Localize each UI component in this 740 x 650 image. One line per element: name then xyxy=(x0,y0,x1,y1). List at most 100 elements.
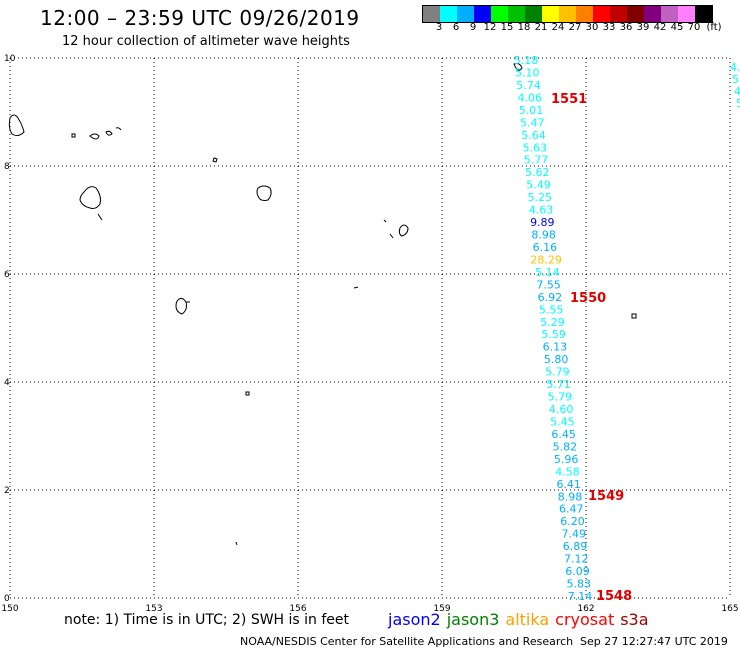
color-scale-label: 70 xyxy=(687,22,701,33)
island-outline xyxy=(79,186,103,221)
lat-tick-label: 10 xyxy=(4,54,16,64)
island-outline xyxy=(8,114,25,137)
lon-tick-label: 159 xyxy=(433,604,450,614)
color-scale-label: 39 xyxy=(636,22,650,33)
color-swatch xyxy=(474,6,491,22)
color-swatch xyxy=(559,6,576,22)
swh-value: 8.98 xyxy=(531,229,556,242)
swh-value: 8.98 xyxy=(558,490,583,503)
footer-note: note: 1) Time is in UTC; 2) SWH is in fe… xyxy=(64,612,350,628)
coastlines xyxy=(8,63,637,546)
color-swatch xyxy=(593,6,610,22)
swh-value: 6.16 xyxy=(533,241,558,254)
footer-credit: NOAA/NESDIS Center for Satellite Applica… xyxy=(240,635,574,648)
color-scale-label: 42 xyxy=(653,22,667,33)
pass-number: 1549 xyxy=(588,489,624,504)
map-title: 12:00 – 23:59 UTC 09/26/2019 xyxy=(40,6,360,30)
color-swatch xyxy=(695,6,712,22)
color-scale-label: 33 xyxy=(602,22,616,33)
color-scale-bar xyxy=(422,5,713,23)
swh-value: 6.92 xyxy=(538,291,563,304)
pass-number: 1551 xyxy=(551,92,587,107)
swh-value: 5.47 xyxy=(520,116,545,129)
color-swatch xyxy=(644,6,661,22)
axis-ticks: 150 153 156 159 162 165 0 2 4 6 8 10 xyxy=(1,54,738,614)
swh-value: 4.60 xyxy=(549,403,574,416)
color-scale-label: 6 xyxy=(452,22,460,33)
island-outline xyxy=(389,224,409,239)
lat-tick-label: 6 xyxy=(4,270,10,280)
color-scale-label: 24 xyxy=(551,22,565,33)
swh-value: 5.29 xyxy=(540,316,565,329)
swh-value: 4.58 xyxy=(555,465,580,478)
island-outline xyxy=(513,63,523,71)
legend-altika: altika xyxy=(505,610,550,629)
color-swatch xyxy=(508,6,525,22)
swh-value: 7.55 xyxy=(536,278,561,291)
lon-tick-label: 153 xyxy=(145,604,162,614)
map-subtitle: 12 hour collection of altimeter wave hei… xyxy=(62,34,350,49)
island-outline xyxy=(245,391,250,396)
legend-s3a: s3a xyxy=(620,610,649,629)
color-swatch xyxy=(491,6,508,22)
swh-value: 28.29 xyxy=(530,253,562,266)
color-scale-labels: 3 6 9 12 15 18 21 24 27 30 33 36 39 42 45 70 (ft) xyxy=(422,22,740,34)
color-scale-label: 36 xyxy=(619,22,633,33)
lon-tick-label: 150 xyxy=(1,604,18,614)
island-outline xyxy=(631,313,637,319)
swh-value: 5.18 xyxy=(514,54,539,67)
color-scale-label: 27 xyxy=(568,22,582,33)
swh-value: 5 xyxy=(732,73,739,86)
swh-value: 7.49 xyxy=(561,528,586,541)
color-scale-label: 12 xyxy=(483,22,497,33)
swh-value: 6.89 xyxy=(563,540,588,553)
color-scale-label: (ft) xyxy=(706,22,722,33)
swh-value: 5.77 xyxy=(524,154,549,167)
swh-value: 6.09 xyxy=(565,565,590,578)
color-scale-label: 9 xyxy=(469,22,477,33)
swh-value: 5.64 xyxy=(521,129,546,142)
swh-value: 5.74 xyxy=(516,79,541,92)
footer-date: Sep 27 12:27:47 UTC 2019 xyxy=(580,635,728,648)
swh-value: 5.80 xyxy=(544,353,569,366)
swh-value: 5.25 xyxy=(528,191,553,204)
color-swatch xyxy=(440,6,457,22)
island-outline xyxy=(235,541,238,546)
swh-value: 5.79 xyxy=(545,366,570,379)
swh-value: 5.79 xyxy=(548,391,573,404)
swh-value: 5.83 xyxy=(566,578,591,591)
lon-tick-label: 165 xyxy=(721,604,738,614)
color-swatch xyxy=(542,6,559,22)
swh-value: 5.45 xyxy=(550,415,575,428)
color-swatch xyxy=(627,6,644,22)
swh-value: 9.89 xyxy=(530,216,555,229)
lon-tick-label: 156 xyxy=(289,604,306,614)
pass-number: 1548 xyxy=(596,589,632,604)
swh-value: 6.47 xyxy=(559,503,584,516)
lon-tick-label: 162 xyxy=(577,604,594,614)
island-outline xyxy=(212,157,218,163)
swh-value: 5.82 xyxy=(553,440,578,453)
satellite-legend: jason2 jason3 altika cryosat s3a xyxy=(388,610,655,629)
color-swatch xyxy=(423,6,440,22)
color-scale-label: 3 xyxy=(435,22,443,33)
swh-value: 5.14 xyxy=(535,266,560,279)
swh-value: 4 xyxy=(734,85,740,98)
swh-value: 5.96 xyxy=(554,453,579,466)
swh-tracks: 5.185.105.744.065.015.475.645.635.775.62… xyxy=(514,54,740,604)
color-swatch xyxy=(576,6,593,22)
island-outline xyxy=(89,127,122,140)
lat-tick-label: 2 xyxy=(4,486,10,496)
swh-value: 6.20 xyxy=(560,515,585,528)
color-scale-label: 30 xyxy=(585,22,599,33)
swh-value: 7.12 xyxy=(564,553,589,566)
swh-value: 6.45 xyxy=(551,428,576,441)
island-outline xyxy=(71,133,76,138)
swh-value: 5.62 xyxy=(525,166,550,179)
color-scale-label: 21 xyxy=(534,22,548,33)
swh-value: 5.71 xyxy=(546,378,571,391)
swh-value: 5 xyxy=(736,97,740,110)
island-outline xyxy=(353,286,359,289)
island-outline xyxy=(175,297,190,315)
